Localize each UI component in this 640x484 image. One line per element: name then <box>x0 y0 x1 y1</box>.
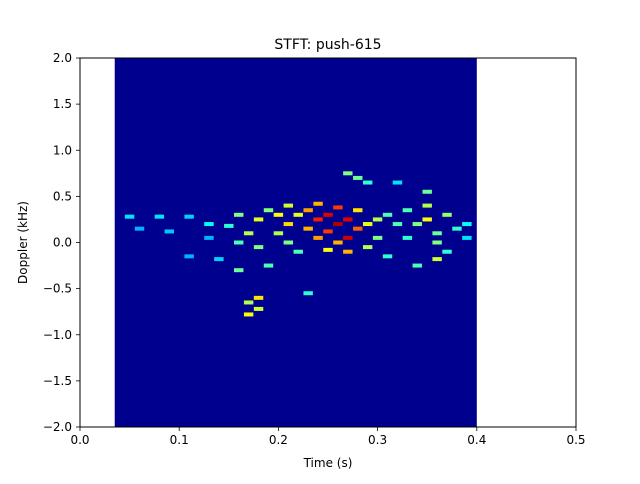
spectrogram-cell <box>353 226 363 231</box>
y-tick-label: 2.0 <box>53 51 72 65</box>
spectrogram-cell <box>293 249 303 254</box>
spectrogram-cell <box>293 212 303 217</box>
spectrogram-cell <box>154 214 165 219</box>
spectrogram-cell <box>422 217 432 222</box>
spectrogram-cell <box>432 231 442 236</box>
spectrogram-cell <box>263 263 274 268</box>
spectrogram-background <box>114 58 477 427</box>
x-axis-ticks: 0.0 0.1 0.2 0.3 0.4 0.5 <box>70 427 586 447</box>
y-tick-label: 1.5 <box>53 97 72 111</box>
spectrogram-cell <box>362 222 373 227</box>
spectrogram-cell <box>402 208 413 213</box>
x-axis-label: Time (s) <box>303 456 353 470</box>
spectrogram-cell <box>263 208 274 213</box>
spectrogram-cell <box>442 212 452 217</box>
spectrogram-cell <box>214 257 224 262</box>
spectrogram-cell <box>283 240 294 245</box>
spectrogram-cell <box>412 222 422 227</box>
y-tick-label: −2.0 <box>43 420 72 434</box>
spectrogram-cell <box>253 217 264 222</box>
y-tick-label: −1.0 <box>43 328 72 342</box>
axes-area <box>79 57 577 428</box>
spectrogram-cell <box>392 180 403 185</box>
y-tick-label: −0.5 <box>43 282 72 296</box>
spectrogram-cell <box>303 226 313 231</box>
y-tick-label: 0.0 <box>53 236 72 250</box>
spectrogram-cell <box>353 175 363 180</box>
x-tick-label: 0.1 <box>170 433 189 447</box>
spectrogram-cell <box>253 295 264 300</box>
spectrogram-cell <box>184 214 194 219</box>
x-tick-label: 0.5 <box>566 433 585 447</box>
spectrogram-cell <box>243 231 254 236</box>
spectrogram-cell <box>224 223 234 228</box>
spectrogram-cell <box>283 203 294 208</box>
spectrogram-cell <box>343 249 353 254</box>
spectrogram-cell <box>273 231 284 236</box>
spectrogram-cell <box>382 212 393 217</box>
spectrogram-cell <box>283 222 294 227</box>
spectrogram-cell <box>303 291 313 296</box>
spectrogram-cell <box>323 212 333 217</box>
y-tick-label: −1.5 <box>43 374 72 388</box>
spectrogram-cell <box>273 212 284 217</box>
spectrogram-cell <box>234 268 244 273</box>
spectrogram-cell <box>432 240 442 245</box>
spectrogram-cell <box>343 217 353 222</box>
spectrogram-cell <box>253 306 264 311</box>
spectrogram-cell <box>164 229 174 234</box>
spectrogram-cell <box>333 240 343 245</box>
spectrogram-cell <box>323 229 333 234</box>
spectrogram-cell <box>204 222 214 227</box>
spectrogram-cell <box>124 214 135 219</box>
spectrogram-cell <box>313 217 323 222</box>
spectrogram-cell <box>422 203 432 208</box>
spectrogram-cell <box>253 245 264 250</box>
spectrogram-cell <box>422 189 432 194</box>
x-tick-label: 0.2 <box>269 433 288 447</box>
spectrogram-cell <box>243 312 254 317</box>
chart-title: STFT: push-615 <box>274 37 381 53</box>
spectrogram-cell <box>392 222 403 227</box>
spectrogram-cell <box>333 205 343 210</box>
spectrogram-cell <box>432 257 442 262</box>
spectrogram-cell <box>323 247 333 252</box>
y-axis-label: Doppler (kHz) <box>16 201 30 284</box>
spectrogram-image <box>114 58 477 427</box>
spectrogram-cell <box>204 235 214 240</box>
spectrogram-cell <box>372 217 383 222</box>
spectrogram-cell <box>442 249 452 254</box>
spectrogram-cell <box>333 222 343 227</box>
spectrogram-cell <box>462 222 472 227</box>
spectrogram-cell <box>362 245 373 250</box>
x-tick-label: 0.4 <box>467 433 486 447</box>
spectrogram-cell <box>343 235 353 240</box>
y-axis-ticks: 2.0 1.5 1.0 0.5 0.0 −0.5 −1.0 −1.5 −2.0 <box>43 51 80 434</box>
spectrogram-cell <box>412 263 422 268</box>
spectrogram-cell <box>382 254 393 259</box>
y-tick-label: 0.5 <box>53 189 72 203</box>
spectrogram-cell <box>452 226 462 231</box>
spectrogram-cell <box>234 240 244 245</box>
spectrogram-cell <box>234 212 244 217</box>
x-tick-label: 0.0 <box>70 433 89 447</box>
spectrogram-cell <box>243 300 254 305</box>
x-tick-label: 0.3 <box>368 433 387 447</box>
spectrogram-cell <box>134 226 145 231</box>
spectrogram-cell <box>372 235 383 240</box>
spectrogram-cell <box>313 235 323 240</box>
y-tick-label: 1.0 <box>53 143 72 157</box>
spectrogram-cell <box>362 180 373 185</box>
spectrogram-cell <box>184 254 194 259</box>
spectrogram-cell <box>402 235 413 240</box>
spectrogram-cell <box>303 208 313 213</box>
spectrogram-cell <box>462 235 472 240</box>
spectrogram-cell <box>343 171 353 176</box>
spectrogram-cell <box>313 201 323 206</box>
spectrogram-cell <box>353 208 363 213</box>
